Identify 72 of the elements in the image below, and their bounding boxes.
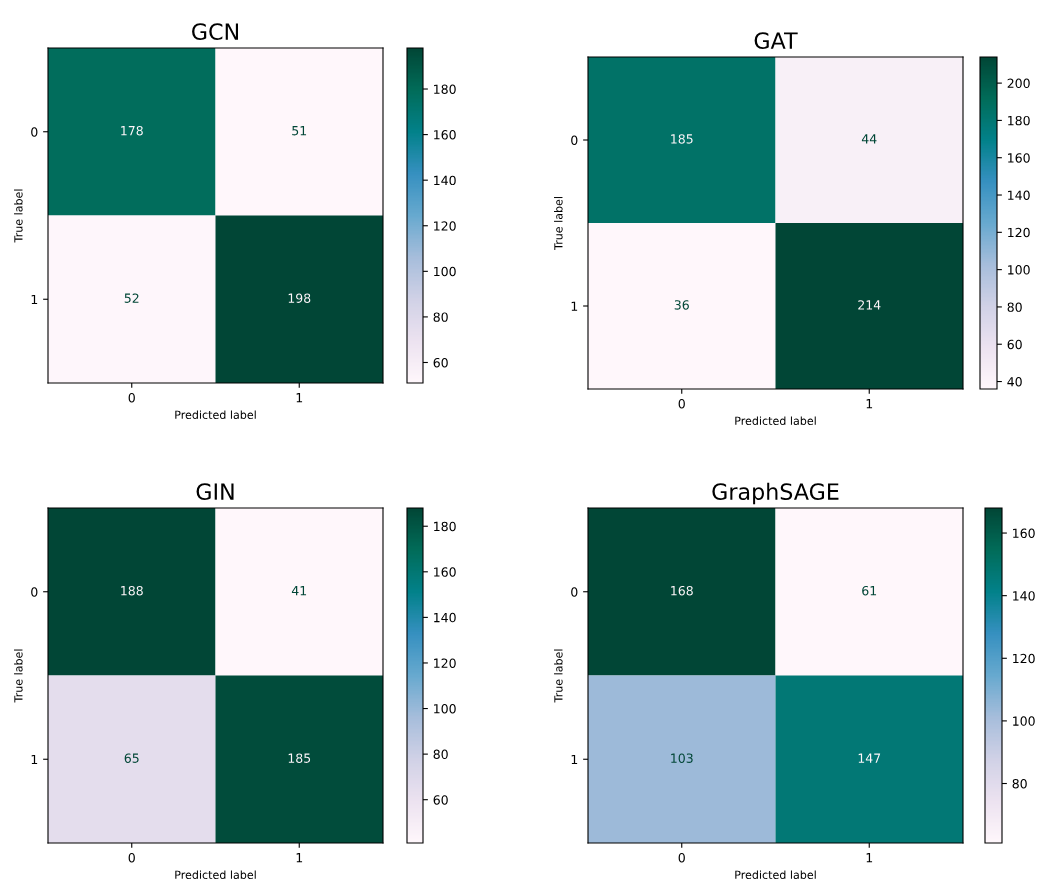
data-label: 214 — [858, 300, 881, 310]
data-label: 185 — [288, 753, 311, 763]
data-label: 168 — [671, 585, 693, 596]
y-tick-label: 1 — [31, 754, 38, 764]
data-label: 185 — [671, 134, 693, 144]
color-bar-label: 100 — [1008, 265, 1030, 275]
color-bar-label: 40 — [1007, 377, 1022, 387]
y-tick-label: 0 — [31, 587, 38, 597]
color-bar-label: 160 — [434, 130, 456, 140]
y-tick-label: 1 — [571, 754, 578, 764]
color-bar-label: 160 — [1008, 153, 1030, 163]
chart-title: GAT — [754, 32, 798, 49]
y-axis-title: True label — [14, 649, 23, 703]
color-bar-label: 80 — [1007, 302, 1022, 312]
x-axis-title: Predicted label — [175, 410, 256, 419]
y-tick-label: 0 — [571, 587, 578, 597]
x-tick-label: 1 — [866, 399, 873, 409]
color-bar-label: 60 — [433, 795, 448, 805]
color-bar-label: 100 — [1013, 716, 1035, 726]
color-bar-label: 100 — [434, 266, 456, 277]
chart-title: GCN — [192, 23, 238, 40]
color-bar-label: 80 — [1012, 778, 1027, 789]
x-tick-label: 0 — [128, 392, 135, 403]
y-tick-label: 1 — [571, 301, 578, 311]
data-label: 188 — [121, 585, 143, 596]
data-label: 198 — [288, 293, 311, 303]
y-tick-label: 1 — [31, 294, 38, 304]
x-tick-label: 0 — [128, 852, 135, 863]
x-tick-label: 0 — [678, 852, 685, 863]
color-bar-label: 180 — [434, 84, 456, 94]
data-label: 147 — [858, 753, 881, 763]
data-label: 41 — [291, 586, 307, 596]
color-bar-label: 200 — [1007, 78, 1030, 89]
x-tick-label: 1 — [866, 853, 873, 863]
x-tick-label: 1 — [296, 853, 303, 863]
color-bar-label: 80 — [433, 312, 448, 322]
x-tick-label: 0 — [678, 398, 685, 409]
data-label: 51 — [292, 126, 307, 136]
y-tick-label: 0 — [31, 127, 38, 137]
color-bar-label: 120 — [434, 221, 456, 231]
x-axis-title: Predicted label — [175, 870, 256, 879]
color-bar-label: 120 — [1008, 227, 1030, 238]
color-bar-label: 120 — [434, 658, 456, 668]
data-label: 178 — [121, 125, 143, 136]
color-bar-label: 160 — [434, 567, 456, 577]
data-label: 44 — [861, 134, 877, 144]
data-label: 103 — [671, 753, 693, 763]
y-axis-title: True label — [14, 189, 23, 243]
x-axis-title: Predicted label — [735, 870, 816, 879]
color-bar-label: 60 — [1007, 339, 1022, 350]
color-bar-label: 80 — [433, 749, 448, 760]
color-bar-label: 180 — [1008, 115, 1030, 126]
x-axis-title: Predicted label — [735, 416, 816, 425]
color-bar-label: 180 — [434, 521, 456, 532]
y-tick-label: 0 — [571, 135, 578, 145]
color-bar-label: 140 — [1013, 591, 1035, 601]
color-bar-label: 100 — [434, 704, 456, 714]
y-axis-title: True label — [554, 649, 563, 703]
color-bar-label: 60 — [433, 357, 448, 368]
data-label: 36 — [674, 300, 689, 310]
chart-title: GraphSAGE — [712, 482, 839, 505]
data-label: 61 — [862, 585, 877, 596]
color-bar-label: 120 — [1013, 653, 1035, 664]
chart-title: GIN — [196, 483, 234, 500]
x-tick-label: 1 — [296, 393, 303, 403]
y-axis-title: True label — [554, 197, 563, 251]
color-bar-label: 140 — [1008, 190, 1030, 200]
color-bar-label: 140 — [434, 612, 456, 623]
data-label: 52 — [124, 293, 139, 303]
color-bar-label: 160 — [1013, 528, 1035, 538]
data-label: 65 — [124, 753, 139, 763]
color-bar-label: 140 — [434, 175, 456, 186]
